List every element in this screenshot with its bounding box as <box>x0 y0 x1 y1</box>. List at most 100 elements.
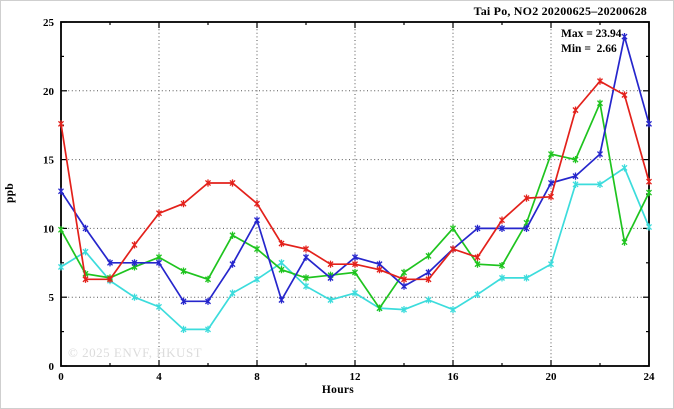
data-point-marker <box>425 252 432 260</box>
data-point-marker <box>180 325 187 333</box>
data-point-marker <box>621 164 628 172</box>
data-point-marker <box>131 259 138 267</box>
data-point-marker <box>400 268 408 277</box>
data-point-marker <box>155 303 163 311</box>
data-point-marker <box>278 239 285 248</box>
data-point-marker <box>204 179 212 187</box>
data-point-marker <box>645 120 653 128</box>
data-point-marker <box>523 274 530 282</box>
data-point-marker <box>82 224 89 232</box>
data-point-marker <box>645 189 653 197</box>
data-point-marker <box>253 275 261 283</box>
data-point-marker <box>155 259 163 267</box>
x-tick-label: 24 <box>644 371 656 383</box>
data-point-marker <box>547 193 555 201</box>
data-point-marker <box>547 150 555 158</box>
data-point-marker <box>180 297 187 305</box>
x-tick-label: 20 <box>546 371 558 383</box>
x-tick-label: 0 <box>58 371 64 383</box>
x-tick-label: 8 <box>254 371 260 383</box>
data-point-marker <box>425 268 432 277</box>
data-point-marker <box>106 275 114 283</box>
data-point-marker <box>621 91 628 99</box>
x-tick-label: 12 <box>350 371 362 383</box>
data-point-marker <box>204 297 212 305</box>
data-point-marker <box>474 253 481 261</box>
data-point-marker <box>253 245 261 253</box>
data-point-marker <box>82 248 89 256</box>
data-point-marker <box>57 187 65 195</box>
data-point-marker <box>645 178 653 186</box>
data-point-marker <box>253 216 261 224</box>
data-point-marker <box>400 282 408 290</box>
data-point-marker <box>596 150 604 158</box>
data-point-marker <box>547 260 555 268</box>
data-point-marker <box>351 260 359 268</box>
y-tick-label: 10 <box>43 223 55 235</box>
data-point-marker <box>572 106 579 114</box>
data-point-marker <box>547 179 555 187</box>
data-point-marker <box>82 275 89 283</box>
data-point-marker <box>449 305 457 314</box>
data-point-marker <box>596 77 604 85</box>
data-point-marker <box>351 289 359 297</box>
data-point-marker <box>229 289 236 297</box>
data-point-marker <box>400 305 408 314</box>
data-point-marker <box>278 259 285 267</box>
data-point-marker <box>204 325 212 333</box>
data-point-marker <box>523 194 530 202</box>
data-point-marker <box>302 245 310 253</box>
x-axis-label: Hours <box>321 384 355 396</box>
data-point-marker <box>302 253 310 261</box>
data-point-marker <box>229 231 236 239</box>
data-point-marker <box>621 32 628 41</box>
data-point-marker <box>302 282 310 290</box>
data-point-marker <box>523 224 530 232</box>
data-point-marker <box>327 274 334 282</box>
y-tick-label: 0 <box>49 361 55 373</box>
data-point-marker <box>57 263 65 271</box>
data-point-marker <box>351 268 359 277</box>
data-point-marker <box>596 99 604 107</box>
y-tick-label: 25 <box>43 17 55 29</box>
data-point-marker <box>57 226 65 234</box>
data-point-marker <box>376 304 383 312</box>
data-point-marker <box>449 224 457 232</box>
data-point-marker <box>425 275 432 283</box>
data-point-marker <box>253 200 261 208</box>
data-point-marker <box>180 200 187 208</box>
data-point-marker <box>572 172 579 180</box>
y-tick-label: 15 <box>43 155 55 167</box>
data-point-marker <box>57 120 65 128</box>
data-point-marker <box>572 180 579 188</box>
data-point-marker <box>278 266 285 274</box>
y-axis-label: ppb <box>4 182 17 204</box>
data-point-marker <box>351 253 359 261</box>
data-point-marker <box>131 293 138 301</box>
x-tick-label: 4 <box>156 371 162 383</box>
data-point-marker <box>498 224 506 232</box>
data-point-marker <box>229 260 236 268</box>
min-annotation: Min = 2.66 <box>561 42 617 55</box>
watermark: © 2025 ENVF, HKUST <box>68 345 203 360</box>
data-point-marker <box>621 238 628 246</box>
data-point-marker <box>155 209 163 217</box>
data-point-marker <box>302 274 310 282</box>
data-point-marker <box>572 156 579 164</box>
data-point-marker <box>229 179 236 187</box>
data-point-marker <box>474 224 481 232</box>
max-annotation: Max = 23.94 <box>561 28 622 40</box>
data-point-marker <box>327 296 334 304</box>
data-point-marker <box>498 261 506 270</box>
data-point-marker <box>474 290 481 299</box>
data-point-marker <box>498 274 506 282</box>
data-point-marker <box>327 260 334 268</box>
data-point-marker <box>180 267 187 275</box>
data-point-marker <box>449 245 457 253</box>
data-point-marker <box>596 180 604 188</box>
data-point-marker <box>204 275 212 283</box>
data-point-marker <box>645 223 653 231</box>
y-tick-label: 5 <box>49 292 55 304</box>
data-point-marker <box>278 296 285 304</box>
